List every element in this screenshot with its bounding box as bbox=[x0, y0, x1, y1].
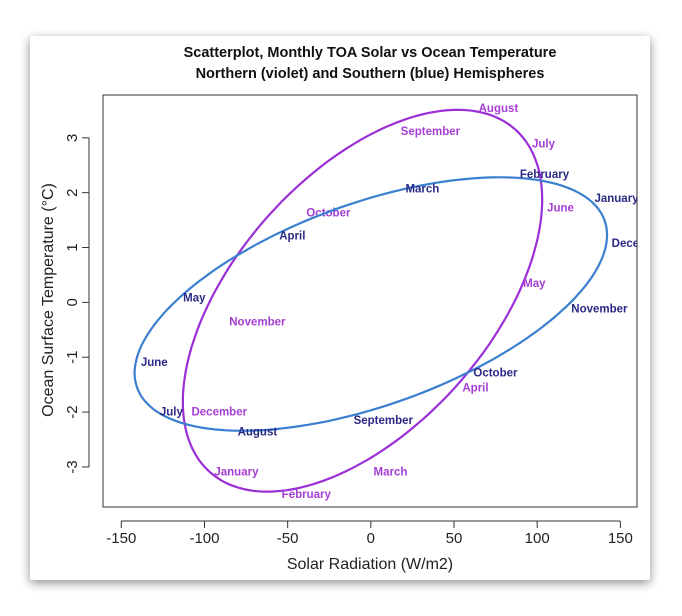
chart-title-line-2: Northern (violet) and Southern (blue) He… bbox=[196, 66, 545, 82]
x-tick-label: 100 bbox=[525, 530, 550, 547]
x-tick-label: -50 bbox=[277, 530, 299, 547]
month-label-southern-april: April bbox=[279, 230, 305, 242]
x-axis: -150 -100 -50 0 50 100 150 bbox=[106, 520, 633, 547]
month-label-northern-february: February bbox=[282, 489, 332, 501]
month-label-northern-september: September bbox=[401, 126, 461, 138]
chart-title-line-1: Scatterplot, Monthly TOA Solar vs Ocean … bbox=[184, 45, 557, 61]
y-tick-label: 0 bbox=[64, 298, 81, 306]
month-label-southern-may: May bbox=[183, 292, 206, 304]
month-label-northern-august: August bbox=[479, 103, 519, 115]
month-label-northern-march: March bbox=[374, 466, 408, 478]
x-tick-label: 0 bbox=[367, 530, 375, 547]
y-tick-label: -3 bbox=[64, 460, 81, 473]
month-label-southern-september: September bbox=[354, 415, 414, 427]
month-label-southern-january: January bbox=[594, 193, 639, 205]
month-label-northern-june: June bbox=[547, 202, 574, 214]
month-label-northern-november: November bbox=[229, 317, 286, 329]
month-label-northern-april: April bbox=[462, 382, 488, 394]
y-tick-label: -2 bbox=[64, 405, 81, 418]
month-label-northern-january: January bbox=[214, 466, 259, 478]
y-tick-label: 3 bbox=[64, 134, 81, 142]
month-label-southern-february: February bbox=[520, 169, 570, 181]
x-tick-label: -100 bbox=[189, 530, 219, 547]
y-axis: -3 -2 -1 0 1 2 3 bbox=[64, 134, 90, 474]
x-axis-label: Solar Radiation (W/m2) bbox=[287, 556, 453, 573]
y-tick-label: -1 bbox=[64, 351, 81, 364]
month-label-southern-august: August bbox=[238, 426, 278, 438]
chart-card bbox=[30, 36, 650, 580]
curve-southern bbox=[133, 176, 609, 432]
plot-area bbox=[102, 94, 638, 508]
plot-content: January February March April May June July Augu… bbox=[133, 103, 668, 501]
month-label-northern-december: December bbox=[191, 407, 247, 419]
x-tick-label: 150 bbox=[608, 530, 633, 547]
y-axis-label: Ocean Surface Temperature (°C) bbox=[40, 183, 57, 417]
month-label-southern-october: October bbox=[473, 368, 518, 380]
curve-northern bbox=[181, 108, 544, 493]
month-label-northern-july: July bbox=[532, 138, 556, 150]
month-label-southern-december: December bbox=[612, 238, 668, 250]
month-label-southern-november: November bbox=[571, 303, 628, 315]
month-label-southern-june: June bbox=[141, 357, 168, 369]
y-tick-label: 1 bbox=[64, 243, 81, 251]
y-tick-label: 2 bbox=[64, 188, 81, 196]
x-tick-label: -150 bbox=[106, 530, 136, 547]
x-tick-label: 50 bbox=[446, 530, 463, 547]
month-label-southern-march: March bbox=[405, 183, 439, 195]
month-label-southern-july: July bbox=[160, 407, 184, 419]
month-label-northern-may: May bbox=[523, 278, 546, 290]
